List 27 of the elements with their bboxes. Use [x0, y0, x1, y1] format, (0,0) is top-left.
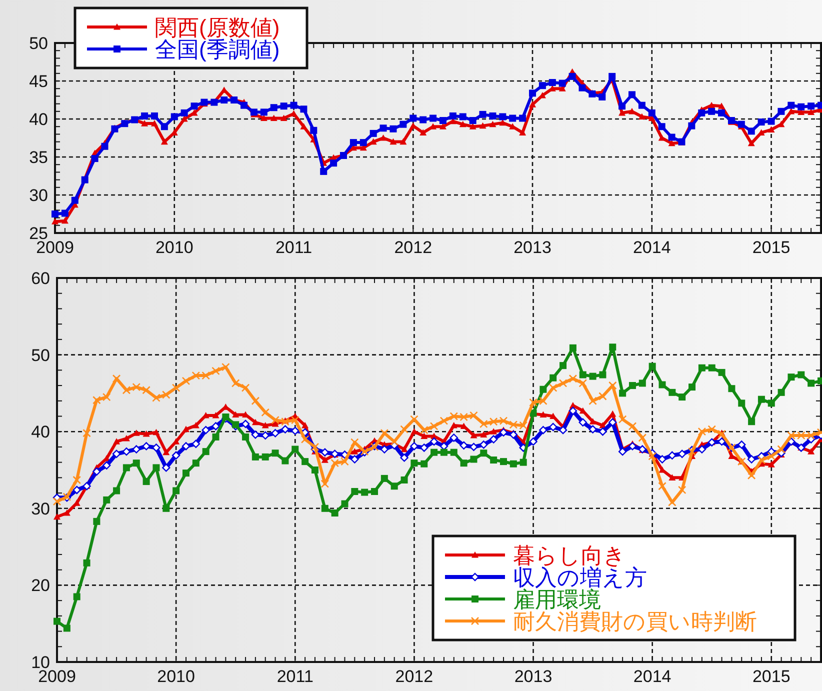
x-tick-label: 2013	[514, 667, 552, 686]
x-tick-label: 2014	[632, 238, 671, 257]
x-tick-label: 2010	[157, 667, 195, 686]
x-tick-label: 2011	[276, 667, 314, 686]
legend-label: 耐久消費財の買い時判断	[513, 609, 757, 634]
y-tick-label: 50	[31, 346, 50, 365]
x-tick-label: 2011	[275, 238, 312, 257]
x-tick-label: 2015	[752, 667, 790, 686]
x-tick-label: 2010	[155, 238, 194, 257]
y-tick-label: 45	[29, 72, 48, 91]
legend-label: 雇用環境	[513, 587, 601, 612]
x-tick-label: 2009	[38, 667, 76, 686]
y-tick-label: 60	[31, 269, 50, 288]
y-tick-label: 20	[31, 576, 50, 596]
y-tick-label: 30	[31, 499, 50, 518]
legend-label: 関西(原数値)	[155, 15, 280, 40]
x-tick-label: 2015	[752, 238, 790, 257]
x-tick-label: 2009	[36, 238, 74, 257]
x-tick-label: 2012	[395, 667, 434, 686]
y-tick-label: 35	[29, 148, 48, 167]
x-tick-label: 2014	[633, 667, 672, 686]
y-tick-label: 40	[31, 422, 50, 442]
x-tick-label: 2013	[514, 238, 552, 257]
y-tick-label: 50	[29, 34, 48, 53]
x-tick-label: 2012	[394, 238, 432, 257]
y-tick-label: 30	[29, 186, 48, 205]
y-tick-label: 40	[29, 110, 48, 129]
